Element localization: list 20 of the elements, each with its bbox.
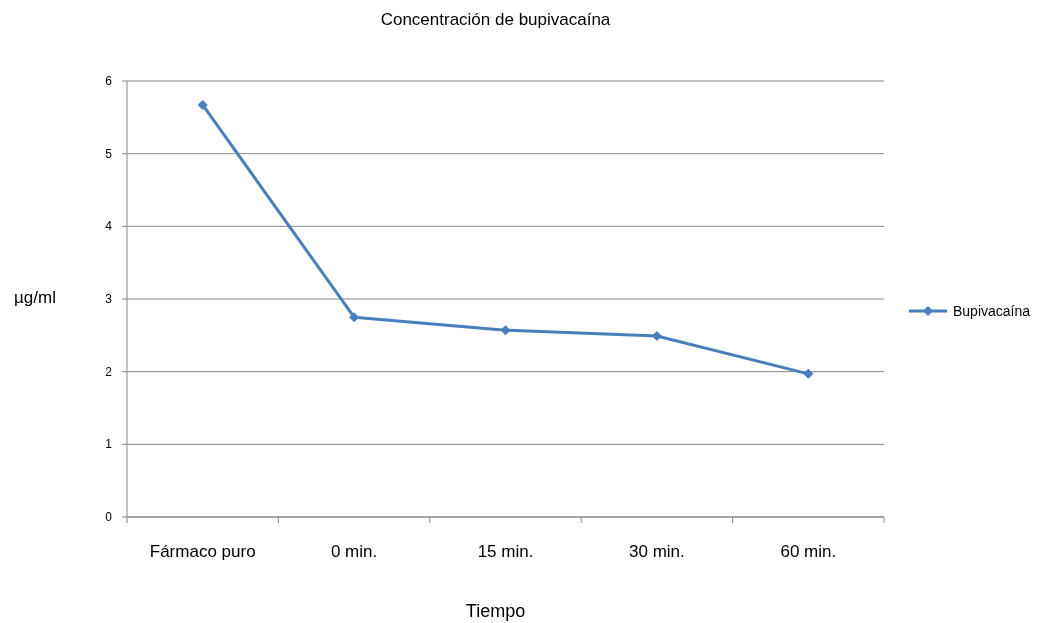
x-tick-label: 60 min. [780, 542, 837, 561]
x-tick-label: 15 min. [477, 542, 534, 561]
point [500, 325, 511, 336]
chart-title: Concentración de bupivacaína [380, 10, 611, 29]
y-tick-label: 5 [105, 146, 113, 161]
y-tick-label: 4 [105, 219, 113, 234]
x-tick-label: Fármaco puro [149, 542, 256, 561]
y-tick-label: 1 [105, 437, 113, 452]
x-tick-label: 0 min. [330, 542, 378, 561]
point [349, 312, 360, 323]
x-tick-label: 30 min. [629, 542, 685, 561]
point [197, 99, 208, 110]
x-axis-title: Tiempo [465, 601, 526, 621]
y-tick-label: 2 [105, 364, 113, 379]
y-tick-label: 6 [105, 74, 113, 88]
y-tick-label: 3 [105, 292, 113, 306]
y-tick-label: 0 [105, 510, 113, 524]
legend-label: Bupivacaína [953, 303, 1031, 319]
point [803, 368, 814, 379]
y-axis-title: µg/ml [14, 288, 56, 307]
